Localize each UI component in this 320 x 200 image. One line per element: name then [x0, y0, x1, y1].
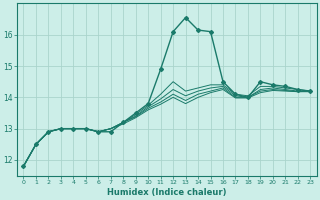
X-axis label: Humidex (Indice chaleur): Humidex (Indice chaleur)	[107, 188, 227, 197]
